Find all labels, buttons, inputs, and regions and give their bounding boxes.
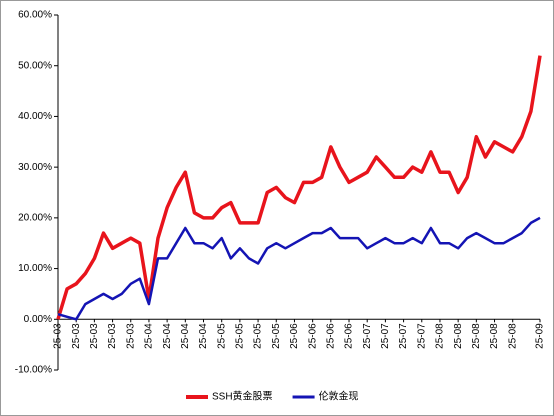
x-tick-label: 25-08 — [507, 323, 518, 349]
x-tick-label: 25-05 — [216, 323, 227, 349]
x-tick-label: 25-03 — [89, 323, 100, 349]
x-tick-label: 25-09 — [535, 323, 546, 349]
y-tick-label: 30.00% — [18, 162, 52, 173]
x-tick-label: 25-05 — [271, 323, 282, 349]
x-tick-label: 25-03 — [53, 323, 64, 349]
x-tick-label: 25-04 — [162, 323, 173, 349]
x-tick-label: 25-04 — [180, 323, 191, 349]
x-tick-label: 25-03 — [71, 323, 82, 349]
x-tick-label: 25-07 — [362, 323, 373, 349]
x-tick-label: 25-06 — [289, 323, 300, 349]
x-tick-label: 25-03 — [125, 323, 136, 349]
y-tick-label: -10.00% — [15, 365, 52, 376]
x-tick-label: 25-05 — [253, 323, 264, 349]
x-tick-label: 25-04 — [144, 323, 155, 349]
x-tick-label: 25-08 — [435, 323, 446, 349]
x-tick-label: 25-08 — [489, 323, 500, 349]
x-tick-label: 25-07 — [380, 323, 391, 349]
x-tick-label: 25-06 — [325, 323, 336, 349]
legend-label: 伦敦金现 — [319, 390, 359, 403]
legend-label: SSH黄金股票 — [212, 390, 273, 403]
x-tick-label: 25-03 — [107, 323, 118, 349]
x-tick-label: 25-08 — [471, 323, 482, 349]
x-tick-label: 25-07 — [416, 323, 427, 349]
x-tick-label: 25-07 — [398, 323, 409, 349]
series-line — [56, 55, 542, 320]
y-tick-label: 20.00% — [18, 212, 52, 223]
y-tick-label: 50.00% — [18, 60, 52, 71]
x-tick-label: 25-05 — [235, 323, 246, 349]
x-tick-label: 25-06 — [307, 323, 318, 349]
x-tick-label: 25-06 — [344, 323, 355, 349]
y-tick-label: 0.00% — [24, 314, 52, 325]
y-tick-label: 10.00% — [18, 263, 52, 274]
x-tick-label: 25-08 — [453, 323, 464, 349]
y-tick-label: 40.00% — [18, 111, 52, 122]
x-tick-label: 25-04 — [198, 323, 209, 349]
y-tick-label: 60.00% — [18, 10, 52, 21]
series-line — [57, 216, 541, 321]
